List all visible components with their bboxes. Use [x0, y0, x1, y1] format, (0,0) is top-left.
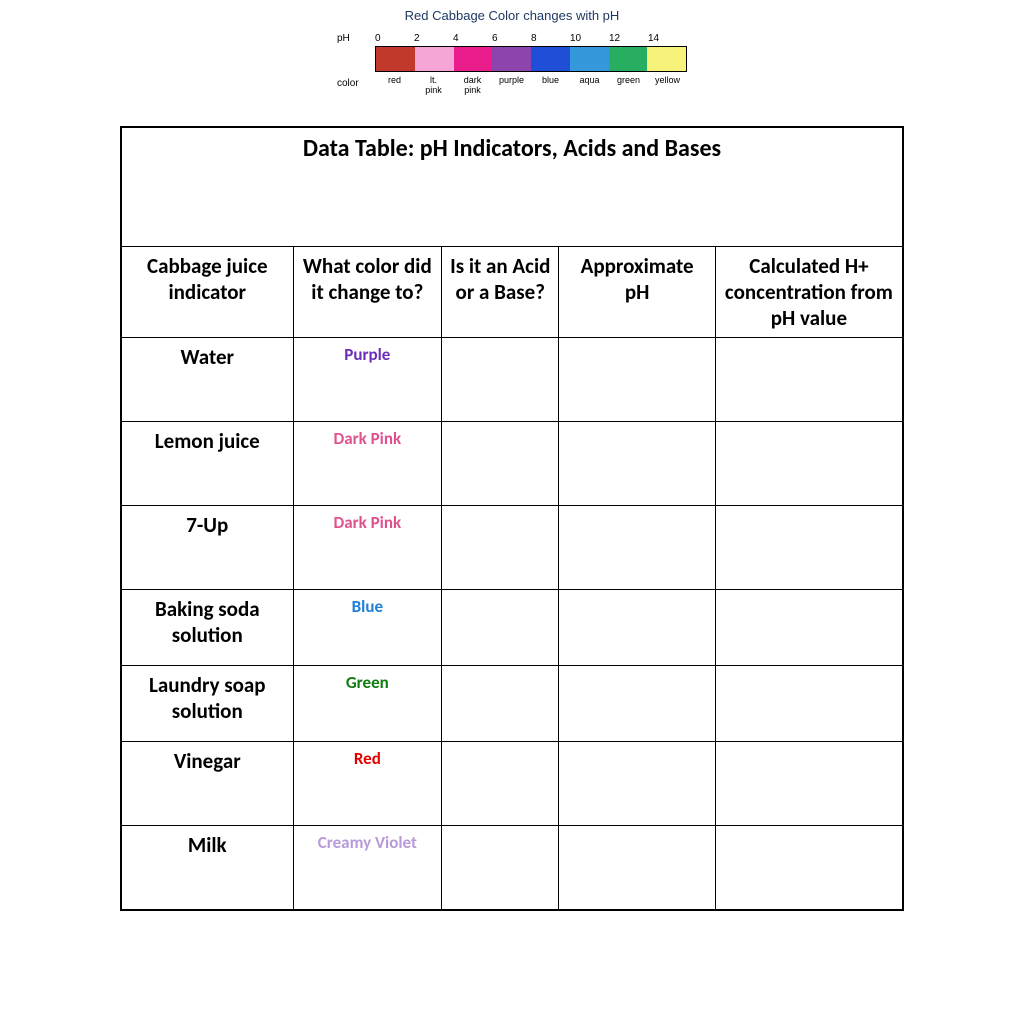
swatch [415, 47, 454, 71]
color-cell: Dark Pink [293, 506, 442, 590]
swatch [376, 47, 415, 71]
swatch [609, 47, 648, 71]
col-header: Is it an Acid or a Base? [442, 247, 559, 338]
ph-color-chart: Red Cabbage Color changes with pH pH 0 2… [337, 8, 687, 96]
table-row: Water Purple [121, 338, 903, 422]
swatch [531, 47, 570, 71]
table-row: Lemon juice Dark Pink [121, 422, 903, 506]
ph-chart-title: Red Cabbage Color changes with pH [337, 8, 687, 23]
color-axis-label: color [337, 78, 375, 89]
col-header: Calculated H+ concentration from pH valu… [715, 247, 903, 338]
col-header: Cabbage juice indicator [121, 247, 293, 338]
substance-cell: Water [121, 338, 293, 422]
col-header: What color did it change to? [293, 247, 442, 338]
swatch [492, 47, 531, 71]
substance-cell: Baking soda solution [121, 590, 293, 666]
color-cell: Dark Pink [293, 422, 442, 506]
color-cell: Red [293, 742, 442, 826]
table-row: Baking soda solution Blue [121, 590, 903, 666]
table-row: Vinegar Red [121, 742, 903, 826]
table-row: Laundry soap solution Green [121, 666, 903, 742]
substance-cell: Laundry soap solution [121, 666, 293, 742]
substance-cell: Milk [121, 826, 293, 910]
ph-cell [559, 338, 715, 422]
color-cell: Purple [293, 338, 442, 422]
substance-cell: Lemon juice [121, 422, 293, 506]
color-cell: Green [293, 666, 442, 742]
swatch [647, 47, 686, 71]
acid-base-cell [442, 338, 559, 422]
color-cell: Blue [293, 590, 442, 666]
ph-color-labels: red lt. pink dark pink purple blue aqua … [375, 76, 687, 96]
ph-ticks: 0 2 4 6 8 10 12 14 [375, 33, 687, 44]
data-table: Data Table: pH Indicators, Acids and Bas… [120, 126, 904, 911]
table-row: 7-Up Dark Pink [121, 506, 903, 590]
swatch [454, 47, 493, 71]
color-cell: Creamy Violet [293, 826, 442, 910]
substance-cell: Vinegar [121, 742, 293, 826]
h-conc-cell [715, 338, 903, 422]
ph-swatches [375, 46, 687, 72]
swatch [570, 47, 609, 71]
ph-axis-label: pH [337, 33, 375, 44]
table-title: Data Table: pH Indicators, Acids and Bas… [121, 127, 903, 247]
substance-cell: 7-Up [121, 506, 293, 590]
table-row: Milk Creamy Violet [121, 826, 903, 910]
col-header: Approximate pH [559, 247, 715, 338]
